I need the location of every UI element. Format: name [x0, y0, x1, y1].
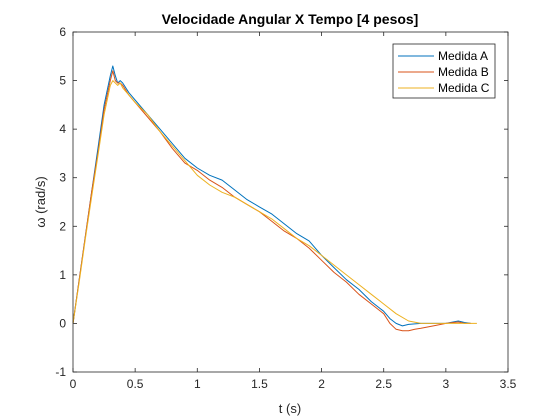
axis-ticks: 0 0.5 1 1.5 2 2.5 3 3.5 -1 0 1 2 3 4 5 6: [55, 25, 516, 391]
y-axis-label: ω (rad/s): [33, 176, 48, 227]
plot-frame: [72, 31, 509, 373]
x-tick-label: 3: [443, 377, 450, 391]
legend-label: Medida A: [438, 49, 488, 63]
legend-label: Medida C: [438, 81, 490, 95]
legend: Medida A Medida B Medida C: [392, 43, 496, 99]
legend-label: Medida B: [438, 65, 489, 79]
x-tick-label: 1.5: [251, 377, 268, 391]
y-tick-label: 1: [59, 268, 66, 282]
x-tick-label: 2: [318, 377, 325, 391]
y-tick-label: 6: [59, 25, 66, 39]
x-tick-label: 2.5: [375, 377, 392, 391]
x-tick-label: 1: [194, 377, 201, 391]
series-line-3: [72, 80, 477, 324]
x-axis-label: t (s): [279, 401, 301, 416]
y-tick-label: 2: [59, 219, 66, 233]
series-line-1: [72, 65, 471, 327]
x-tick-label: 3.5: [500, 377, 517, 391]
y-tick-label: 5: [59, 74, 66, 88]
legend-box: [392, 43, 496, 99]
x-tick-label: 0: [70, 377, 77, 391]
y-tick-label: 0: [59, 316, 66, 330]
series-lines: [72, 65, 477, 332]
y-tick-label: -1: [55, 365, 66, 379]
x-tick-label: 0.5: [127, 377, 144, 391]
chart-title: Velocidade Angular X Tempo [4 pesos]: [162, 11, 419, 27]
y-tick-label: 3: [59, 171, 66, 185]
y-tick-label: 4: [59, 122, 66, 136]
